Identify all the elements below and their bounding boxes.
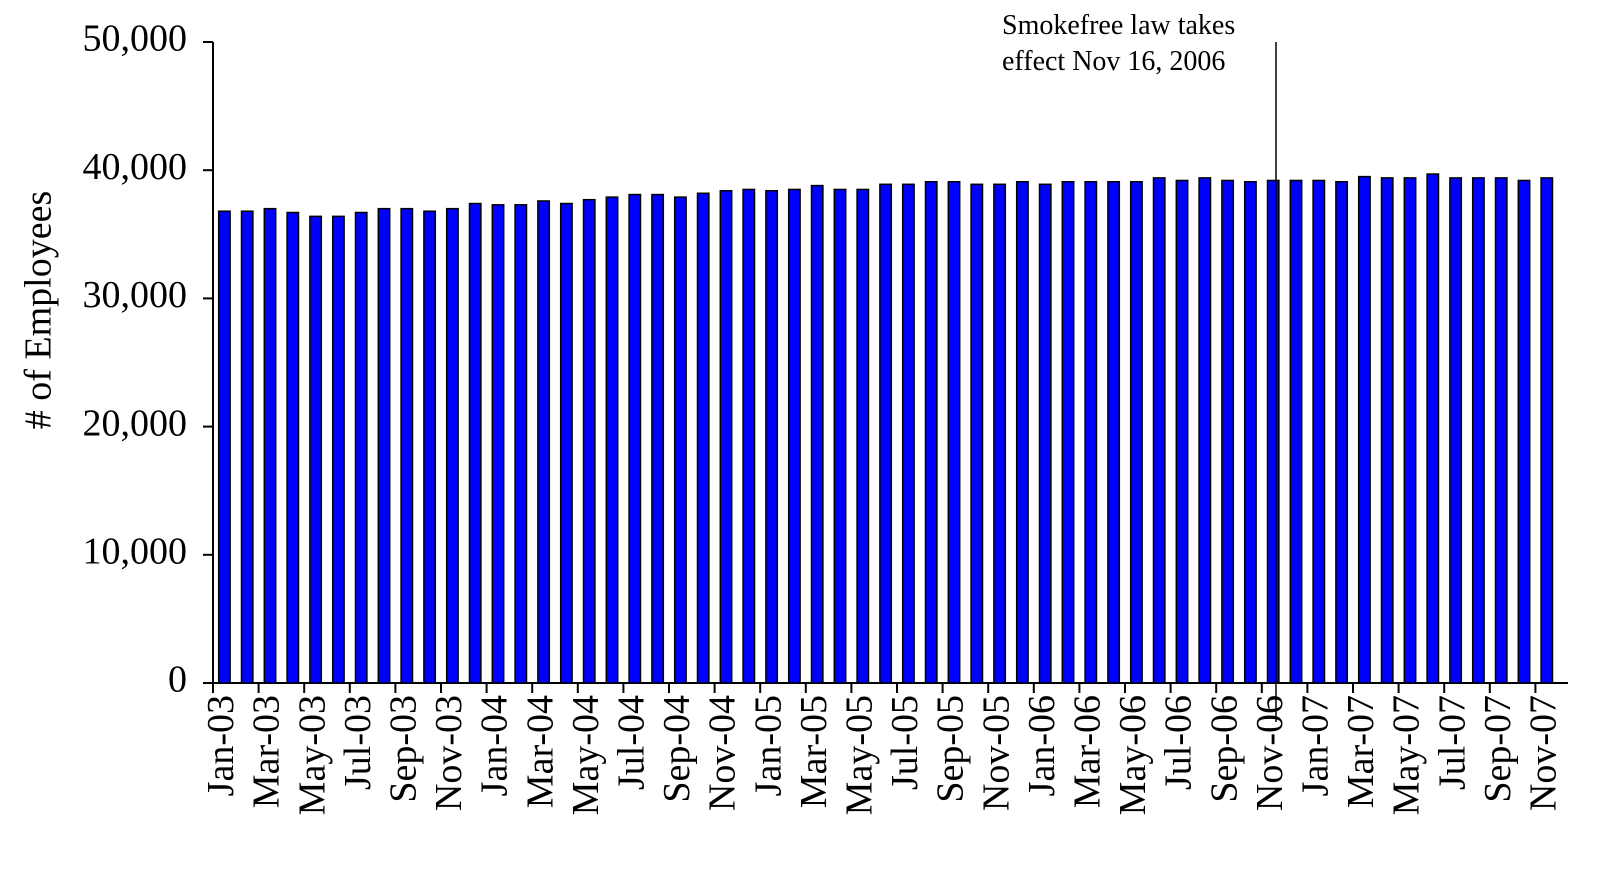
bar — [673, 196, 687, 684]
bar — [970, 183, 984, 684]
x-tick-label: Jul-07 — [1431, 695, 1473, 790]
x-tick-label: Sep-06 — [1203, 695, 1245, 803]
bar — [537, 200, 551, 684]
x-tick-label: May-06 — [1112, 695, 1154, 815]
x-tick-label: Nov-04 — [702, 695, 744, 811]
bar — [1129, 180, 1143, 684]
x-tick-label: Nov-05 — [975, 695, 1017, 811]
bar — [696, 192, 710, 684]
x-tick-label: Jul-03 — [337, 695, 379, 790]
y-tick-label: 40,000 — [83, 146, 188, 188]
bar — [1084, 180, 1098, 684]
bar — [1471, 177, 1485, 684]
bar — [445, 207, 459, 684]
bar — [1107, 180, 1121, 684]
bar — [833, 188, 847, 684]
bar — [651, 193, 665, 684]
bar — [856, 188, 870, 684]
x-tick-label: Mar-06 — [1067, 695, 1109, 808]
bar — [377, 207, 391, 684]
bar — [582, 198, 596, 684]
bar — [1289, 179, 1303, 684]
bar — [1152, 177, 1166, 684]
bar — [1221, 179, 1235, 684]
bar — [924, 180, 938, 684]
bar — [1312, 179, 1326, 684]
x-tick-label: Jan-03 — [200, 695, 242, 796]
bar — [879, 183, 893, 684]
x-tick-label: May-03 — [291, 695, 333, 815]
bar — [1038, 183, 1052, 684]
bar — [1198, 177, 1212, 684]
x-tick-label: Nov-03 — [428, 695, 470, 811]
bar — [605, 196, 619, 684]
bar — [628, 193, 642, 684]
x-tick-label: Nov-07 — [1523, 695, 1565, 811]
y-tick-label: 50,000 — [83, 18, 188, 60]
bar — [1494, 177, 1508, 684]
x-tick-label: Sep-04 — [656, 695, 698, 803]
x-tick-label: Jan-06 — [1021, 695, 1063, 796]
bar — [514, 204, 528, 684]
bar — [1403, 177, 1417, 684]
x-tick-label: Mar-03 — [246, 695, 288, 808]
bar — [1426, 173, 1440, 684]
bar — [810, 184, 824, 684]
x-tick-label: Jan-05 — [747, 695, 789, 796]
bar — [1380, 177, 1394, 684]
bar — [719, 189, 733, 684]
bar — [263, 207, 277, 684]
annotation: Smokefree law takes — [1002, 10, 1235, 41]
bar — [1266, 179, 1280, 684]
bar — [468, 202, 482, 684]
x-tick-label: May-04 — [565, 695, 607, 815]
bar — [1517, 179, 1531, 684]
bar — [787, 188, 801, 684]
bar — [309, 215, 323, 684]
bar — [742, 188, 756, 684]
x-tick-label: May-05 — [839, 695, 881, 815]
bar — [400, 207, 414, 684]
x-tick-label: Sep-07 — [1477, 695, 1519, 803]
x-tick-label: Jan-04 — [474, 695, 516, 796]
x-tick-label: Sep-05 — [930, 695, 972, 803]
x-tick-label: Jan-07 — [1295, 695, 1337, 796]
bar — [901, 183, 915, 684]
bar — [423, 210, 437, 684]
bar — [1243, 180, 1257, 684]
bar — [993, 183, 1007, 684]
bar — [947, 180, 961, 684]
bar — [354, 211, 368, 684]
bar — [491, 204, 505, 684]
y-tick-label: 30,000 — [83, 274, 188, 316]
y-tick-label: 20,000 — [83, 402, 188, 444]
x-tick-label: Jul-06 — [1158, 695, 1200, 790]
x-tick-label: Mar-04 — [519, 695, 561, 808]
x-tick-label: Mar-05 — [793, 695, 835, 808]
x-tick-label: Nov-06 — [1249, 695, 1291, 811]
bar — [1175, 179, 1189, 684]
bar — [559, 202, 573, 684]
bar — [286, 211, 300, 684]
x-tick-label: Jul-05 — [884, 695, 926, 790]
annotation: effect Nov 16, 2006 — [1002, 46, 1225, 77]
y-tick-label: 10,000 — [83, 531, 188, 573]
bar — [1015, 180, 1029, 684]
x-tick-label: Mar-07 — [1340, 695, 1382, 808]
bar — [240, 210, 254, 684]
y-axis-label: # of Employees — [18, 191, 60, 430]
bar — [1335, 180, 1349, 684]
y-tick-label: 0 — [168, 659, 187, 701]
bar — [331, 215, 345, 684]
bar — [765, 189, 779, 684]
x-tick-label: Jul-04 — [611, 695, 653, 790]
bar — [217, 210, 231, 684]
x-tick-label: May-07 — [1386, 695, 1428, 815]
bar — [1449, 177, 1463, 684]
bar — [1061, 180, 1075, 684]
x-tick-label: Sep-03 — [383, 695, 425, 803]
bar — [1357, 175, 1371, 684]
bar — [1540, 177, 1554, 684]
